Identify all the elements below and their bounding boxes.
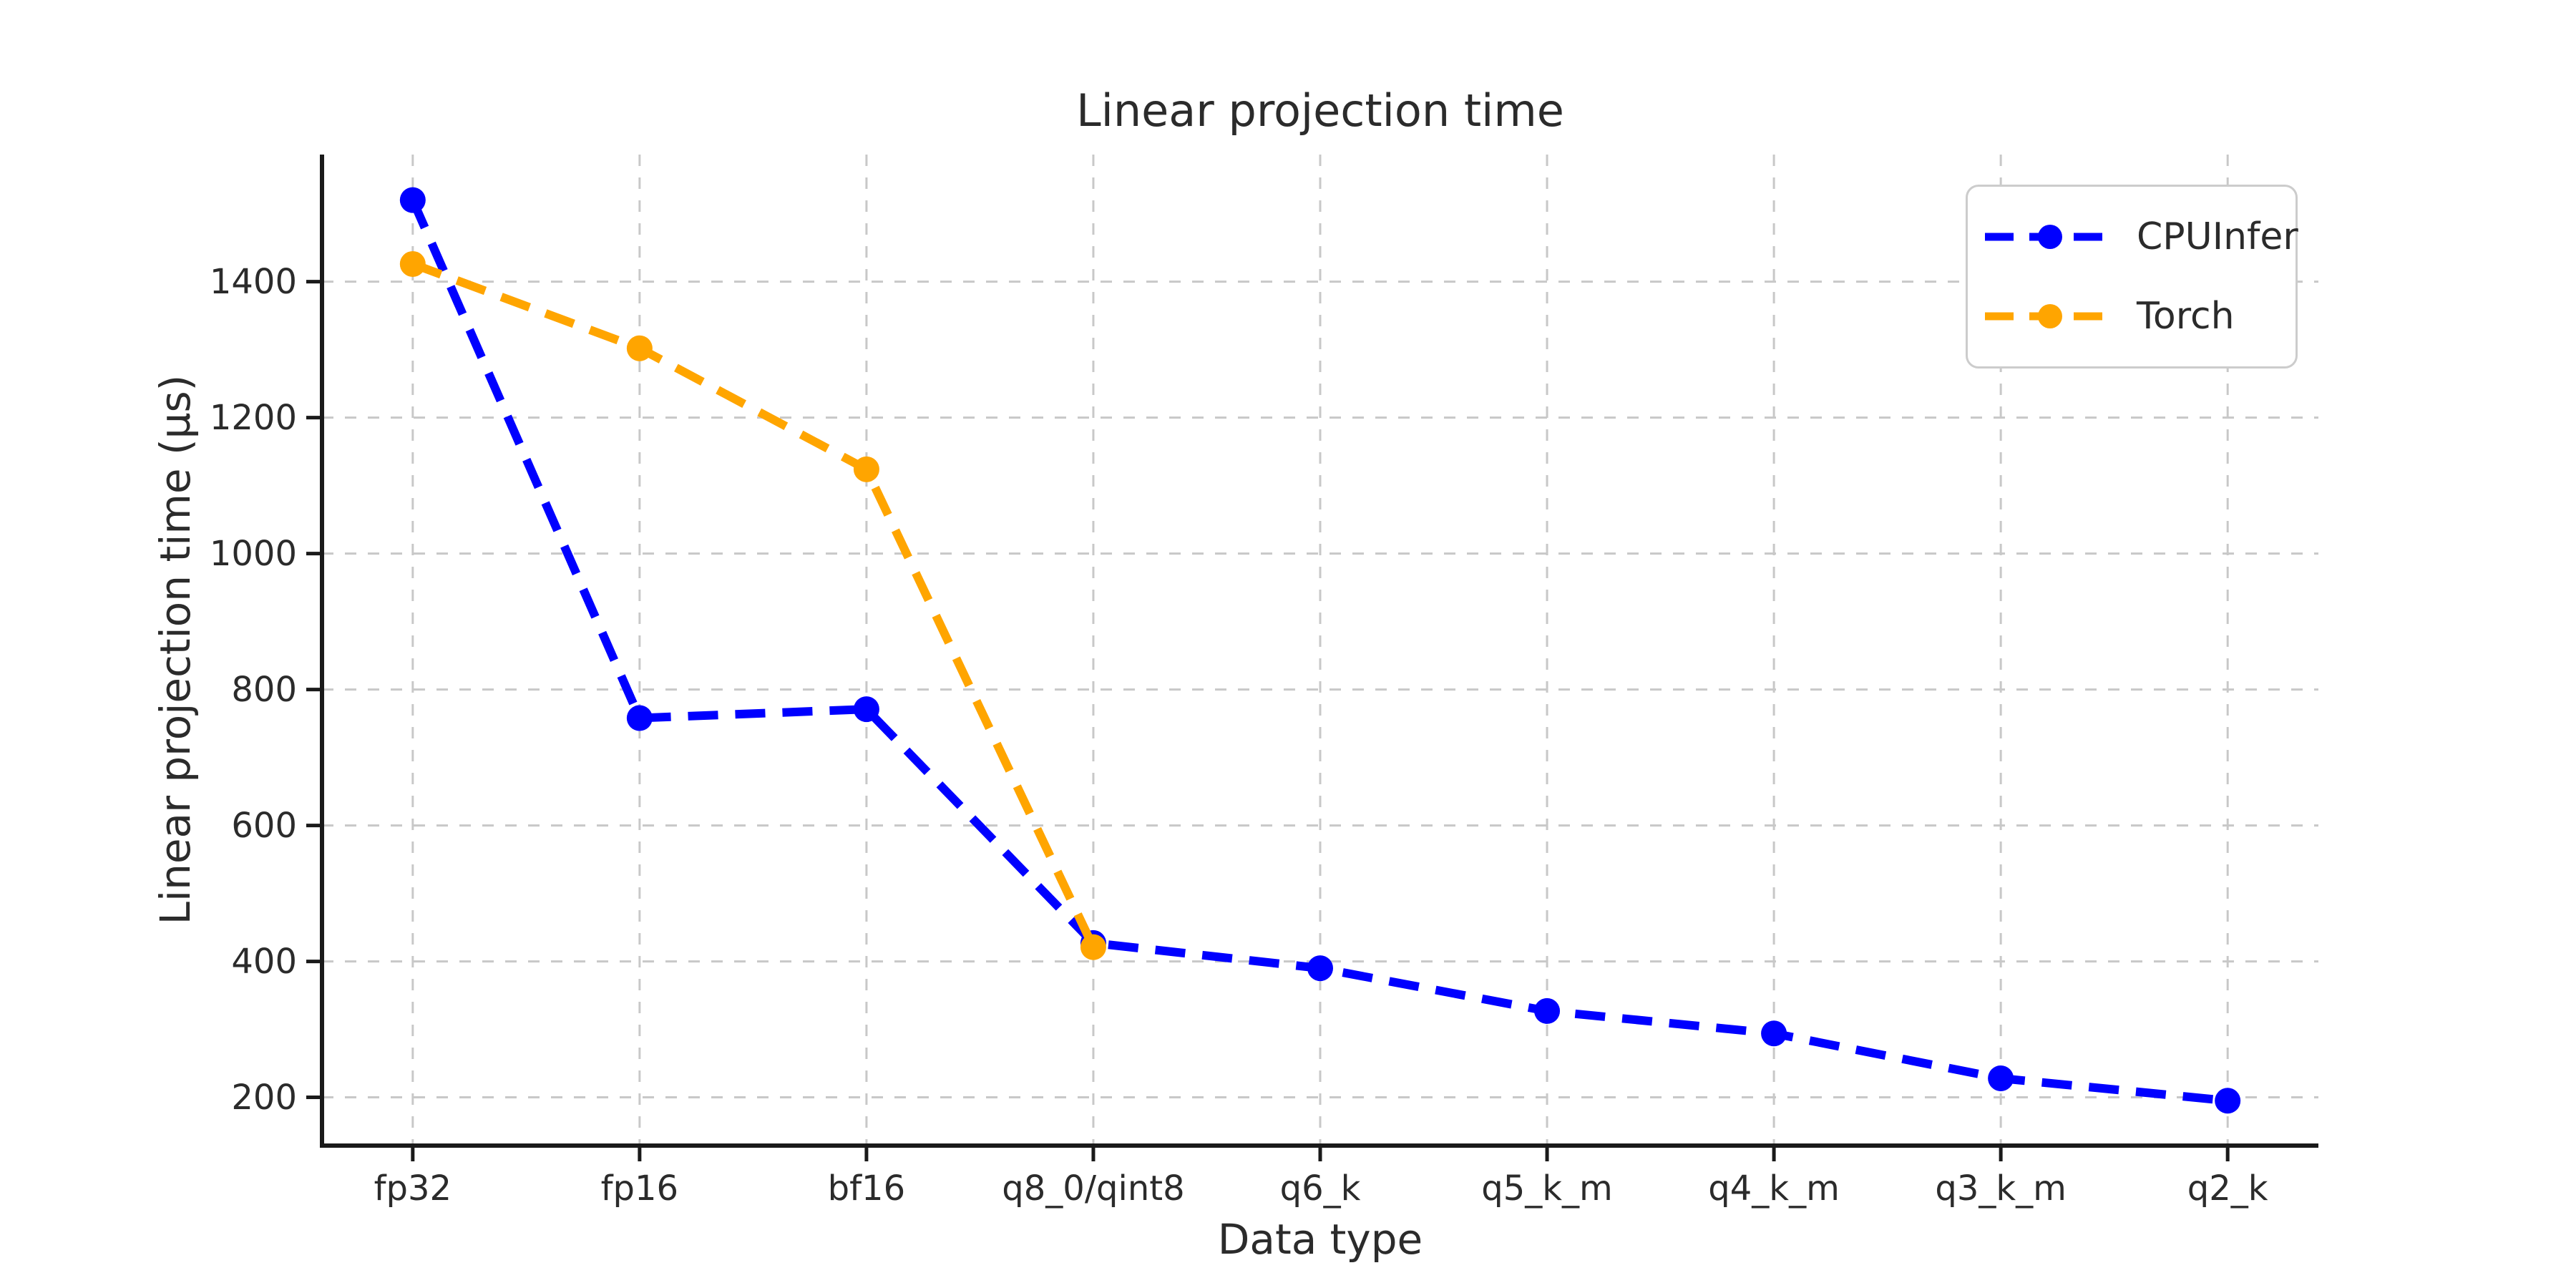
- x-tick-label: fp32: [374, 1169, 452, 1209]
- data-point-cpuinfer-bf16: [853, 696, 879, 723]
- legend: CPUInfer Torch: [1966, 185, 2298, 369]
- chart-title: Linear projection time: [1076, 84, 1564, 137]
- data-point-cpuinfer-q5_k_m: [1534, 997, 1561, 1024]
- legend-item-cpuinfer: CPUInfer: [1982, 215, 2298, 258]
- y-tick-label: 400: [231, 941, 297, 982]
- y-tick-label: 600: [231, 805, 297, 846]
- y-tick-label: 1000: [209, 533, 297, 574]
- data-point-torch-bf16: [853, 456, 879, 482]
- legend-label: Torch: [2137, 295, 2235, 338]
- y-tick-label: 800: [231, 669, 297, 710]
- data-point-torch-fp32: [399, 250, 426, 277]
- x-tick-label: q2_k: [2187, 1169, 2268, 1209]
- data-point-cpuinfer-fp32: [399, 187, 426, 213]
- y-tick-label: 200: [231, 1077, 297, 1118]
- y-tick-label: 1400: [209, 261, 297, 302]
- x-tick-label: fp16: [600, 1169, 679, 1209]
- x-tick-label: bf16: [827, 1169, 906, 1209]
- data-point-torch-fp16: [626, 335, 653, 361]
- data-point-cpuinfer-q2_k: [2215, 1088, 2241, 1114]
- data-point-cpuinfer-fp16: [626, 705, 653, 731]
- series-line-torch: [411, 260, 1098, 950]
- cpuinfer-line-swatch-icon: [1985, 224, 2115, 249]
- data-point-cpuinfer-q4_k_m: [1761, 1020, 1787, 1047]
- x-axis-label: Data type: [1217, 1215, 1423, 1264]
- x-tick-label: q6_k: [1279, 1169, 1361, 1209]
- legend-label: CPUInfer: [2137, 215, 2298, 258]
- data-point-cpuinfer-q3_k_m: [1988, 1065, 2014, 1091]
- data-point-torch-q8_0/qint8: [1080, 934, 1106, 960]
- y-tick-label: 1200: [209, 397, 297, 438]
- x-tick-label: q3_k_m: [1935, 1169, 2067, 1209]
- data-point-cpuinfer-q6_k: [1307, 955, 1333, 982]
- x-tick-label: q8_0/qint8: [1002, 1169, 1185, 1209]
- x-tick-label: q4_k_m: [1708, 1169, 1840, 1209]
- legend-item-torch: Torch: [1982, 295, 2281, 338]
- x-tick-label: q5_k_m: [1481, 1169, 1613, 1209]
- torch-line-swatch-icon: [1985, 304, 2115, 329]
